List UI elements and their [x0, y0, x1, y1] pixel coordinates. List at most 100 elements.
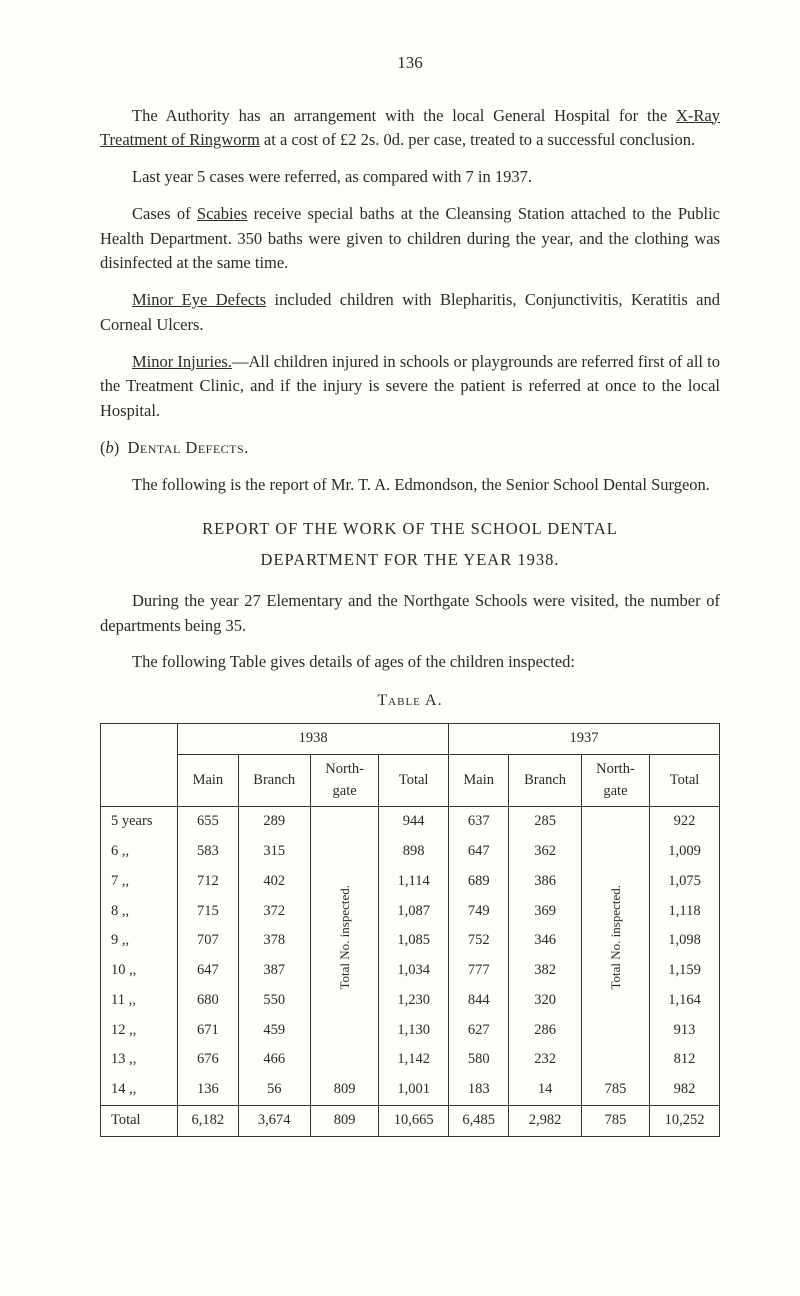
- report-heading-line1: REPORT OF THE WORK OF THE SCHOOL DENTAL: [100, 517, 720, 542]
- text: The Authority has an arrangement with th…: [132, 106, 676, 125]
- text: at a cost of £2 2s. 0d. per case, treate…: [260, 130, 695, 149]
- table-subhead: Main Branch North- gate Total Main Branc…: [101, 754, 720, 807]
- underlined-term-minor-eye: Minor Eye Defects: [132, 290, 266, 309]
- section-b-label: (b) Dental Defects.: [100, 436, 720, 461]
- paragraph-xray: The Authority has an arrangement with th…: [100, 104, 720, 154]
- col-group-1937: 1937: [449, 724, 720, 755]
- section-letter: (b): [100, 438, 128, 457]
- age-cell: 12 ,,: [101, 1016, 178, 1046]
- cell-branch-a: 466: [238, 1045, 310, 1075]
- paragraph-lastyear: Last year 5 cases were referred, as comp…: [100, 165, 720, 190]
- cell-branch-b: 362: [509, 837, 581, 867]
- cell-branch-a: 459: [238, 1016, 310, 1046]
- cell-main-b: 844: [449, 986, 509, 1016]
- cell-total-a: 1,230: [379, 986, 449, 1016]
- total-tb: 10,252: [650, 1105, 720, 1136]
- underlined-term-scabies: Scabies: [197, 204, 247, 223]
- cell-total-b: 922: [650, 807, 720, 837]
- col-group-1938: 1938: [178, 724, 449, 755]
- cell-branch-a: 402: [238, 867, 310, 897]
- cell-total-a: 1,130: [379, 1016, 449, 1046]
- total-ta: 10,665: [379, 1105, 449, 1136]
- age-cell: 9 ,,: [101, 926, 178, 956]
- table-body: 5 years655289Total No. inspected.9446372…: [101, 807, 720, 1106]
- cell-total-b: 812: [650, 1045, 720, 1075]
- total-ma: 6,182: [178, 1105, 238, 1136]
- cell-main-a: 676: [178, 1045, 238, 1075]
- northgate-vertical-b: Total No. inspected.: [581, 807, 649, 1075]
- cell-main-a: 712: [178, 867, 238, 897]
- total-nga: 809: [310, 1105, 378, 1136]
- table-total-row: Total 6,182 3,674 809 10,665 6,485 2,982…: [101, 1105, 720, 1136]
- cell-branch-a: 289: [238, 807, 310, 837]
- table-row: 14 ,,136568091,00118314785982: [101, 1075, 720, 1105]
- cell-total-a: 1,142: [379, 1045, 449, 1075]
- northgate-value-b: 785: [581, 1075, 649, 1105]
- cell-total-b: 1,159: [650, 956, 720, 986]
- table-a: 1938 1937 Main Branch North- gate Total …: [100, 723, 720, 1137]
- total-label: Total: [101, 1105, 178, 1136]
- cell-branch-a: 378: [238, 926, 310, 956]
- cell-total-b: 1,164: [650, 986, 720, 1016]
- age-cell: 14 ,,: [101, 1075, 178, 1105]
- page-number: 136: [100, 50, 720, 76]
- paragraph-scabies: Cases of Scabies receive special baths a…: [100, 202, 720, 276]
- cell-main-a: 671: [178, 1016, 238, 1046]
- cell-total-a: 1,114: [379, 867, 449, 897]
- table-foot: Total 6,182 3,674 809 10,665 6,485 2,982…: [101, 1105, 720, 1136]
- report-heading-line2: DEPARTMENT FOR THE YEAR 1938.: [100, 548, 720, 573]
- cell-total-b: 1,009: [650, 837, 720, 867]
- total-ngb: 785: [581, 1105, 649, 1136]
- age-cell: 5 years: [101, 807, 178, 837]
- cell-total-b: 1,118: [650, 897, 720, 927]
- cell-branch-a: 315: [238, 837, 310, 867]
- cell-total-a: 898: [379, 837, 449, 867]
- cell-total-b: 913: [650, 1016, 720, 1046]
- cell-main-a: 583: [178, 837, 238, 867]
- age-cell: 6 ,,: [101, 837, 178, 867]
- col-branch-b: Branch: [509, 754, 581, 807]
- age-cell: 8 ,,: [101, 897, 178, 927]
- paragraph-minor-injuries: Minor Injuries.—All children injured in …: [100, 350, 720, 424]
- age-cell: 7 ,,: [101, 867, 178, 897]
- cell-main-b: 689: [449, 867, 509, 897]
- cell-branch-b: 320: [509, 986, 581, 1016]
- text: Cases of: [132, 204, 197, 223]
- cell-main-b: 647: [449, 837, 509, 867]
- col-total-b: Total: [650, 754, 720, 807]
- cell-branch-a: 387: [238, 956, 310, 986]
- document-page: 136 The Authority has an arrangement wit…: [0, 0, 800, 1296]
- cell-branch-b: 386: [509, 867, 581, 897]
- cell-main-a: 655: [178, 807, 238, 837]
- cell-main-a: 715: [178, 897, 238, 927]
- cell-branch-b: 14: [509, 1075, 581, 1105]
- table-caption: Table A.: [100, 689, 720, 713]
- cell-main-b: 580: [449, 1045, 509, 1075]
- col-main-b: Main: [449, 754, 509, 807]
- cell-branch-b: 285: [509, 807, 581, 837]
- cell-branch-b: 346: [509, 926, 581, 956]
- cell-total-a: 944: [379, 807, 449, 837]
- cell-main-a: 136: [178, 1075, 238, 1105]
- age-cell: 13 ,,: [101, 1045, 178, 1075]
- age-cell: 10 ,,: [101, 956, 178, 986]
- cell-total-b: 982: [650, 1075, 720, 1105]
- table-head: 1938 1937 Main Branch North- gate Total …: [101, 724, 720, 807]
- cell-main-a: 707: [178, 926, 238, 956]
- cell-branch-a: 550: [238, 986, 310, 1016]
- cell-branch-a: 56: [238, 1075, 310, 1105]
- northgate-value-a: 809: [310, 1075, 378, 1105]
- paragraph-report-intro: The following is the report of Mr. T. A.…: [100, 473, 720, 498]
- cell-main-a: 680: [178, 986, 238, 1016]
- col-northgate-a: North- gate: [310, 754, 378, 807]
- cell-branch-b: 286: [509, 1016, 581, 1046]
- cell-total-b: 1,075: [650, 867, 720, 897]
- cell-branch-a: 372: [238, 897, 310, 927]
- total-ba: 3,674: [238, 1105, 310, 1136]
- cell-total-a: 1,085: [379, 926, 449, 956]
- northgate-vertical-a: Total No. inspected.: [310, 807, 378, 1075]
- col-total-a: Total: [379, 754, 449, 807]
- cell-branch-b: 382: [509, 956, 581, 986]
- total-bb: 2,982: [509, 1105, 581, 1136]
- total-mb: 6,485: [449, 1105, 509, 1136]
